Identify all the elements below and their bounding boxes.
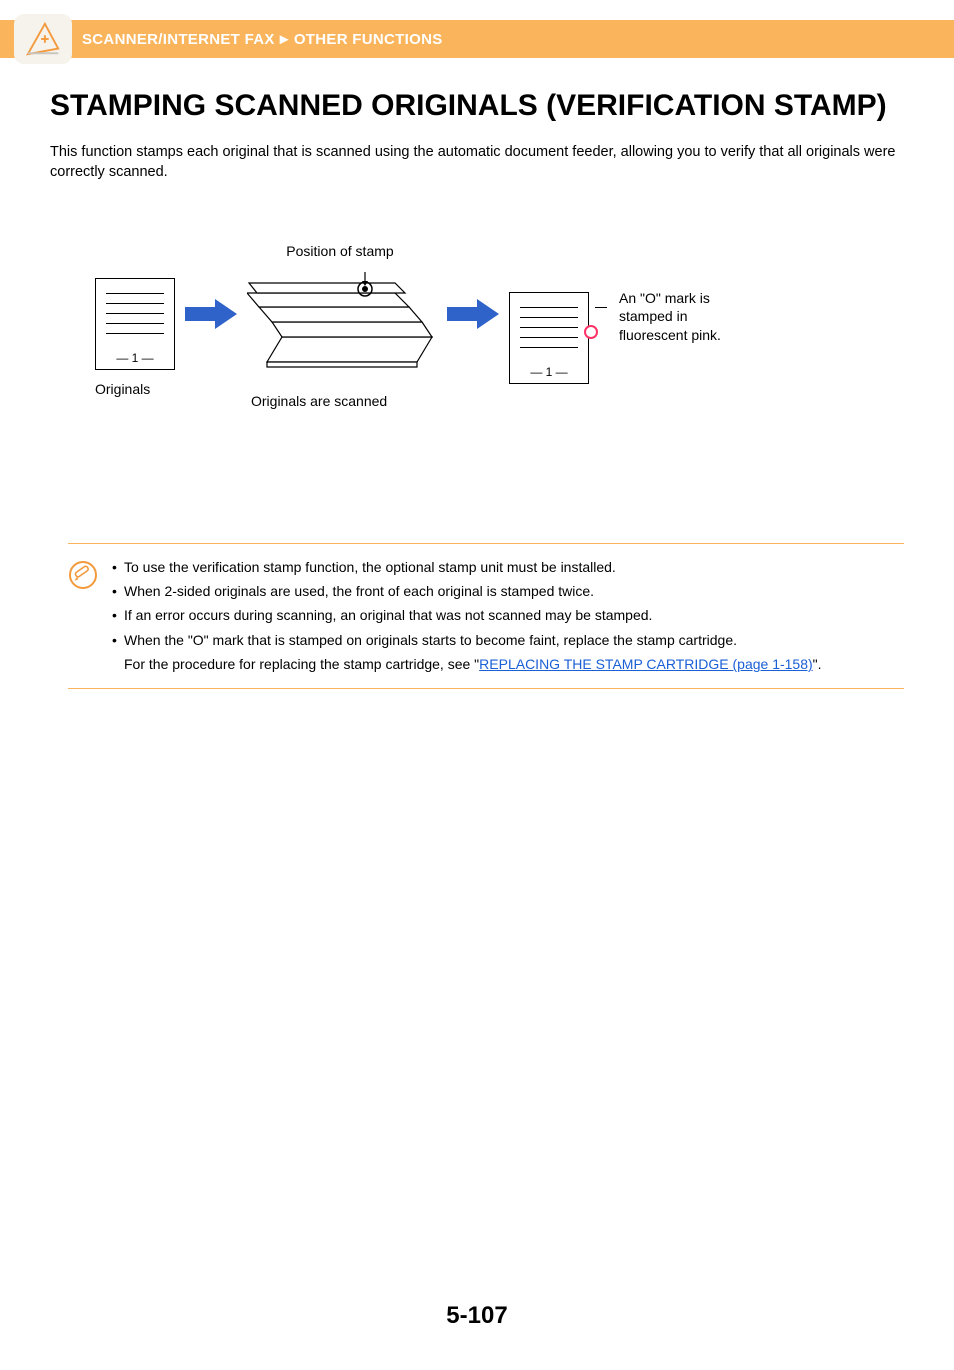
scanner-illustration: Originals are scanned	[247, 267, 437, 410]
notes-block: To use the verification stamp function, …	[68, 543, 904, 689]
breadcrumb: SCANNER/INTERNET FAX►OTHER FUNCTIONS	[82, 31, 443, 48]
cartridge-note-line2: For the procedure for replacing the stam…	[112, 653, 822, 675]
scanner-section-icon	[14, 14, 72, 64]
arrow-icon	[181, 297, 241, 331]
breadcrumb-header: SCANNER/INTERNET FAX►OTHER FUNCTIONS	[0, 20, 954, 58]
originals-caption: Originals	[95, 380, 175, 398]
stamped-column: 1	[509, 292, 589, 384]
connector-line	[595, 307, 607, 308]
replace-cartridge-link[interactable]: REPLACING THE STAMP CARTRIDGE (page 1-15…	[479, 656, 813, 672]
originals-stack: 1	[95, 278, 175, 370]
page-title: STAMPING SCANNED ORIGINALS (VERIFICATION…	[50, 88, 904, 124]
breadcrumb-section[interactable]: SCANNER/INTERNET FAX	[82, 31, 275, 48]
notes-list: To use the verification stamp function, …	[112, 556, 822, 676]
cartridge-note-line1: When the "O" mark that is stamped on ori…	[124, 632, 737, 648]
page-content: STAMPING SCANNED ORIGINALS (VERIFICATION…	[0, 58, 954, 689]
cartridge-suffix: ".	[813, 656, 822, 672]
stack-number: 1	[96, 351, 174, 365]
o-mark-note: An "O" mark is stamped in fluorescent pi…	[619, 289, 749, 346]
note-bullet: To use the verification stamp function, …	[112, 556, 822, 578]
stack-number: 1	[510, 365, 588, 379]
originals-column: 1 Originals	[95, 278, 175, 398]
breadcrumb-subsection[interactable]: OTHER FUNCTIONS	[294, 31, 443, 48]
note-bullet: When the "O" mark that is stamped on ori…	[112, 629, 822, 651]
o-mark-icon	[584, 325, 598, 339]
cartridge-prefix: For the procedure for replacing the stam…	[124, 656, 479, 672]
arrow-icon	[443, 297, 503, 331]
stamp-diagram: Position of stamp 1 Originals	[50, 243, 904, 503]
intro-paragraph: This function stamps each original that …	[50, 142, 904, 183]
breadcrumb-arrow-icon: ►	[277, 31, 292, 48]
position-label: Position of stamp	[250, 243, 430, 259]
note-pencil-icon	[68, 560, 98, 590]
stamped-stack: 1	[509, 292, 589, 384]
note-bullet: When 2-sided originals are used, the fro…	[112, 580, 822, 602]
page-number: 5-107	[0, 1302, 954, 1330]
scanned-caption: Originals are scanned	[251, 392, 437, 410]
note-bullet: If an error occurs during scanning, an o…	[112, 604, 822, 626]
